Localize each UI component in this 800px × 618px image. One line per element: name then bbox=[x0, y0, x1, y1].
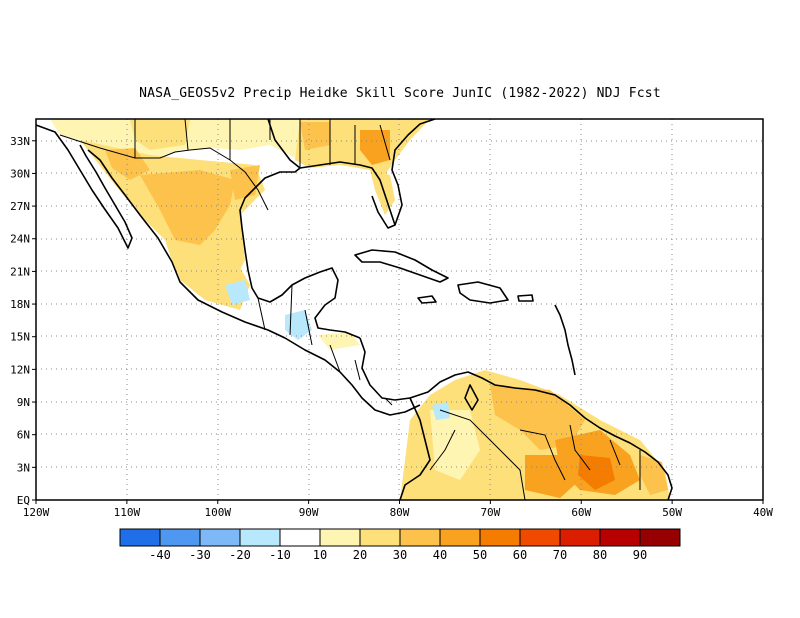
skill-region-belize bbox=[285, 310, 312, 340]
skill-region-georgia bbox=[360, 130, 390, 165]
coastlines bbox=[36, 119, 673, 500]
colorbar-swatch bbox=[559, 528, 601, 547]
colorbar-label: 40 bbox=[433, 548, 447, 562]
colorbar-label: 50 bbox=[473, 548, 487, 562]
colorbar-label: -10 bbox=[269, 548, 291, 562]
y-tick-label: 33N bbox=[10, 135, 30, 148]
y-tick-label: 27N bbox=[10, 200, 30, 213]
coastline-gulf bbox=[239, 119, 396, 339]
y-tick-label: 21N bbox=[10, 265, 30, 278]
colorbar-label: 90 bbox=[633, 548, 647, 562]
y-tick-label: 15N bbox=[10, 331, 30, 344]
colorbar-label: -20 bbox=[229, 548, 251, 562]
colorbar-label: -40 bbox=[149, 548, 171, 562]
coastline-central-america bbox=[359, 337, 411, 401]
colorbar-swatch bbox=[319, 528, 361, 547]
x-tick-label: 40W bbox=[753, 506, 773, 519]
y-tick-label: 30N bbox=[10, 167, 30, 180]
y-tick-label: 6N bbox=[17, 429, 30, 442]
border-us-states bbox=[134, 119, 391, 168]
coastline-us-atlantic bbox=[391, 119, 436, 226]
colorbar-swatch bbox=[399, 528, 441, 547]
skill-region-suriname-core bbox=[578, 455, 615, 490]
coastline-hispaniola bbox=[457, 281, 509, 304]
x-axis: 120W 110W 100W 90W 80W 70W 60W 50W 40W bbox=[23, 500, 773, 519]
y-axis: EQ 3N 6N 9N 12N 15N 18N 21N 24N 27N 30N 33N bbox=[10, 135, 36, 507]
skill-shading bbox=[50, 119, 670, 500]
skill-region-honduras bbox=[318, 332, 360, 350]
colorbar-label: 80 bbox=[593, 548, 607, 562]
y-tick-label: 12N bbox=[10, 363, 30, 376]
skill-region-mexico-core bbox=[140, 170, 235, 245]
coastline-mexico-pacific bbox=[36, 124, 421, 416]
x-tick-label: 70W bbox=[480, 506, 500, 519]
colorbar-label: 20 bbox=[353, 548, 367, 562]
x-tick-label: 90W bbox=[299, 506, 319, 519]
colorbar-swatch bbox=[159, 528, 201, 547]
colorbar-swatch bbox=[359, 528, 401, 547]
y-tick-label: 9N bbox=[17, 396, 30, 409]
y-tick-label: 24N bbox=[10, 233, 30, 246]
colorbar-swatch bbox=[199, 528, 241, 547]
colorbar-label: 30 bbox=[393, 548, 407, 562]
colorbar-swatch bbox=[519, 528, 561, 547]
colorbar-swatch bbox=[119, 528, 161, 547]
colorbar-swatch bbox=[239, 528, 281, 547]
colorbar-swatch bbox=[279, 528, 321, 547]
colorbar-label: 10 bbox=[313, 548, 327, 562]
x-tick-label: 60W bbox=[571, 506, 591, 519]
x-tick-label: 100W bbox=[205, 506, 232, 519]
border-us-mexico bbox=[59, 134, 269, 211]
colorbar-swatch bbox=[479, 528, 521, 547]
x-tick-label: 110W bbox=[114, 506, 141, 519]
skill-region-mexico-gulf bbox=[225, 280, 250, 305]
colorbar-swatch bbox=[439, 528, 481, 547]
skill-region-sonora bbox=[130, 120, 190, 150]
map-title: NASA_GEOS5v2 Precip Heidke Skill Score J… bbox=[139, 86, 661, 101]
coastline-puerto-rico bbox=[517, 294, 534, 302]
coastline-south-america bbox=[399, 371, 673, 500]
colorbar-swatch bbox=[599, 528, 641, 547]
colorbar: -40 -30 -20 -10 10 20 30 40 50 60 70 80 90 bbox=[119, 528, 681, 562]
coastline-cuba bbox=[354, 249, 449, 283]
skill-region-amazon-north bbox=[525, 455, 580, 498]
y-tick-label: 18N bbox=[10, 298, 30, 311]
x-tick-label: 120W bbox=[23, 506, 50, 519]
border-central-america bbox=[257, 284, 393, 406]
skill-region-ecuador-neg bbox=[432, 402, 450, 420]
x-tick-label: 50W bbox=[662, 506, 682, 519]
colorbar-label: -30 bbox=[189, 548, 211, 562]
skill-region-florida bbox=[370, 170, 395, 215]
coastline-lesser-antilles bbox=[554, 304, 576, 376]
colorbar-label: 70 bbox=[553, 548, 567, 562]
skill-region-colombia bbox=[430, 410, 480, 480]
x-tick-label: 80W bbox=[390, 506, 410, 519]
colorbar-label: 60 bbox=[513, 548, 527, 562]
borders bbox=[59, 119, 641, 500]
coastline-jamaica bbox=[417, 295, 437, 304]
y-tick-label: 3N bbox=[17, 461, 30, 474]
skill-region-carolina bbox=[300, 122, 330, 150]
y-tick-label: EQ bbox=[17, 494, 30, 507]
border-south-america bbox=[429, 409, 641, 500]
colorbar-swatch bbox=[639, 528, 681, 547]
coastline-maracaibo bbox=[464, 384, 479, 411]
grid-lines bbox=[36, 119, 763, 500]
